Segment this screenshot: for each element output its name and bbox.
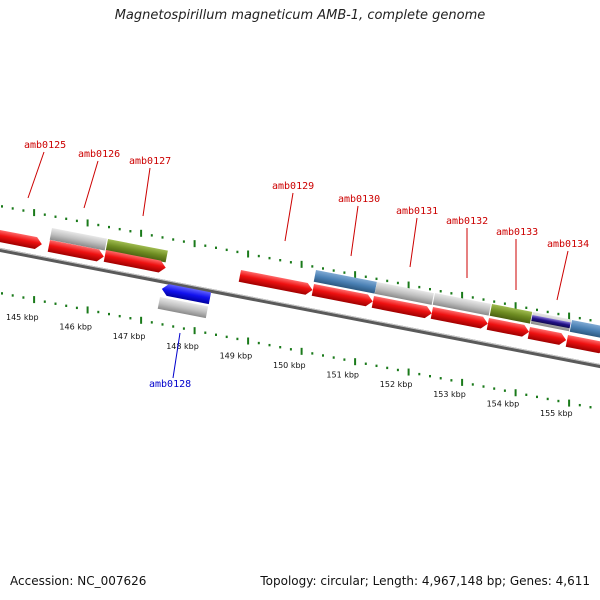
kbp-label: 149 kbp: [220, 351, 253, 360]
cds-arrow[interactable]: [486, 318, 531, 338]
gene-block-amb0127[interactable]: [105, 239, 168, 263]
map-title: Magnetospirillum magneticum AMB-1, compl…: [114, 8, 486, 23]
gene-block-amb0134[interactable]: [530, 312, 572, 332]
gene-block-amb0135[interactable]: [569, 320, 600, 340]
cds-arrow[interactable]: [238, 270, 314, 296]
gene-label-amb0126[interactable]: amb0126: [78, 149, 120, 160]
kbp-label: 150 kbp: [273, 361, 306, 370]
kbp-label: 148 kbp: [166, 342, 199, 351]
gene-block-amb0133[interactable]: [489, 304, 533, 324]
cds-arrow[interactable]: [311, 284, 374, 307]
genome-backbone: [0, 247, 600, 369]
kbp-scale: 145 kbp 146 kbp 147 kbp 148 kbp 149 kbp 150 k…: [6, 313, 573, 418]
upper-tick-track: [1, 205, 592, 322]
genome-summary-text: Topology: circular; Length: 4,967,148 bp…: [260, 574, 590, 588]
kbp-label: 145 kbp: [6, 313, 39, 322]
cds-arrow[interactable]: [430, 307, 489, 330]
cds-arrow[interactable]: [565, 335, 600, 354]
kbp-label: 147 kbp: [113, 332, 146, 341]
forward-outer-row: [49, 228, 600, 340]
cds-arrow[interactable]: [527, 327, 568, 346]
cds-arrow[interactable]: [371, 296, 433, 319]
gene-label-amb0130[interactable]: amb0130: [338, 194, 380, 205]
leader-line: [27, 151, 45, 199]
leader-line: [556, 250, 569, 301]
gene-block-amb0130[interactable]: [313, 270, 377, 294]
reverse-strand-row: [157, 283, 212, 319]
gene-block-amb0128-gray[interactable]: [157, 297, 209, 319]
kbp-label: 152 kbp: [380, 380, 413, 389]
gene-labels: amb0125 amb0126 amb0127 amb0128 amb0129 amb01…: [24, 140, 589, 390]
leader-line: [142, 167, 151, 217]
kbp-label: 153 kbp: [433, 390, 466, 399]
leader-line: [284, 192, 294, 242]
leader-line: [172, 332, 181, 379]
kbp-label: 155 kbp: [540, 409, 573, 418]
gene-label-amb0128[interactable]: amb0128: [149, 379, 191, 390]
gene-label-amb0132[interactable]: amb0132: [446, 216, 488, 227]
leader-line: [409, 217, 418, 268]
leader-line: [350, 205, 359, 257]
gene-label-amb0134[interactable]: amb0134: [547, 239, 589, 250]
genome-backbone-highlight: [0, 247, 600, 366]
accession-text: Accession: NC_007626: [10, 574, 147, 588]
lower-tick-track: [1, 292, 592, 409]
gene-block-amb0126[interactable]: [49, 228, 107, 251]
gene-label-amb0127[interactable]: amb0127: [129, 156, 171, 167]
gene-block-amb0131[interactable]: [374, 282, 434, 305]
kbp-label: 151 kbp: [326, 371, 359, 380]
forward-cds-row: [0, 228, 600, 354]
leader-line: [83, 160, 99, 209]
cds-arrow[interactable]: [103, 250, 167, 274]
gene-label-amb0131[interactable]: amb0131: [396, 206, 438, 217]
gene-block-amb0132[interactable]: [432, 293, 491, 316]
gene-label-amb0125[interactable]: amb0125: [24, 140, 66, 151]
kbp-label: 154 kbp: [487, 399, 520, 408]
gene-label-amb0129[interactable]: amb0129: [272, 181, 314, 192]
cds-arrow[interactable]: [47, 240, 105, 262]
kbp-label: 146 kbp: [59, 323, 92, 332]
gene-label-amb0133[interactable]: amb0133: [496, 227, 538, 238]
gene-block-amb0128[interactable]: [161, 283, 212, 305]
cds-arrow[interactable]: [0, 228, 43, 250]
